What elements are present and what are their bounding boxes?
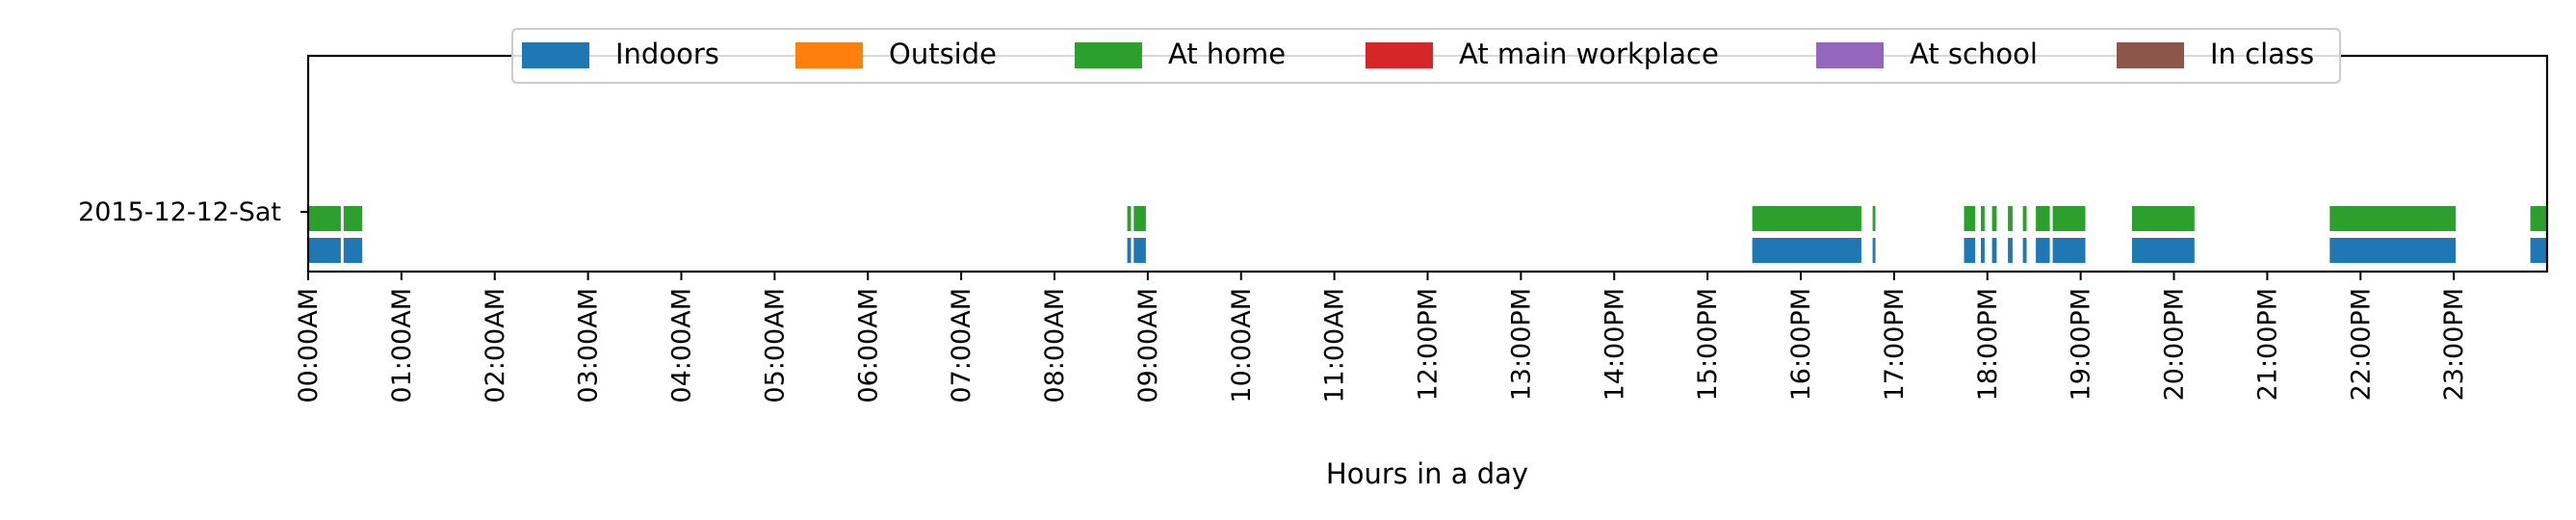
- bar-at-home: [1752, 206, 1861, 231]
- x-tick-label: 06:00AM: [853, 288, 883, 403]
- x-tick-label: 15:00PM: [1693, 288, 1723, 401]
- bar-indoors: [1752, 238, 1861, 263]
- bar-indoors: [2036, 238, 2050, 263]
- plot-frame: [306, 54, 2549, 273]
- bar-indoors: [1991, 238, 1997, 263]
- bar-indoors: [1964, 238, 1976, 263]
- bar-at-home: [343, 206, 363, 231]
- bar-at-home: [2530, 206, 2547, 231]
- y-axis: 2015-12-12-Sat: [78, 197, 308, 227]
- bar-indoors: [2008, 238, 2013, 263]
- x-tick-label: 07:00AM: [947, 288, 976, 403]
- x-tick-label: 08:00AM: [1040, 288, 1070, 403]
- x-tick-label: 03:00AM: [574, 288, 604, 403]
- x-tick-label: 02:00AM: [481, 288, 510, 403]
- x-tick-label: 23:00PM: [2439, 288, 2469, 401]
- bar-at-home: [1964, 206, 1976, 231]
- x-tick-label: 11:00AM: [1320, 288, 1350, 403]
- x-tick-label: 13:00PM: [1506, 288, 1536, 401]
- x-tick-label: 04:00AM: [667, 288, 697, 403]
- bar-at-home: [2008, 206, 2013, 231]
- legend-swatch: [1816, 42, 1884, 68]
- bar-at-home: [308, 206, 341, 231]
- legend-label: At main workplace: [1459, 38, 1719, 70]
- bars-layer: [308, 206, 2547, 263]
- x-tick-label: 12:00PM: [1414, 288, 1444, 401]
- x-tick-label: 00:00AM: [294, 288, 324, 403]
- x-tick-label: 21:00PM: [2252, 288, 2282, 401]
- bar-at-home: [2329, 206, 2457, 231]
- legend-label: Indoors: [615, 38, 719, 70]
- bar-indoors: [1872, 238, 1876, 263]
- bar-at-home: [2022, 206, 2027, 231]
- bar-indoors: [1133, 238, 1146, 263]
- legend-swatch: [2117, 42, 2184, 68]
- bar-at-home: [1872, 206, 1876, 231]
- legend-label: In class: [2210, 38, 2314, 70]
- legend: Indoors Outside At home At main workplace At…: [511, 28, 2341, 84]
- bar-indoors: [2131, 238, 2195, 263]
- bar-indoors: [1127, 238, 1132, 263]
- x-tick-label: 18:00PM: [1973, 288, 2003, 401]
- bar-indoors: [2052, 238, 2086, 263]
- bar-indoors: [2022, 238, 2027, 263]
- legend-swatch: [1075, 42, 1142, 68]
- x-axis: 00:00AM 01:00AM 02:00AM 03:00AM 04:00AM 05:00…: [294, 272, 2469, 403]
- bar-indoors: [2329, 238, 2457, 263]
- legend-label: Outside: [889, 38, 997, 70]
- legend-swatch: [522, 42, 589, 68]
- x-tick-label: 14:00PM: [1600, 288, 1629, 401]
- legend-swatch: [795, 42, 863, 68]
- row-label: 2015-12-12-Sat: [78, 197, 281, 227]
- x-tick-label: 16:00PM: [1786, 288, 1816, 401]
- bar-at-home: [2036, 206, 2050, 231]
- bar-at-home: [2131, 206, 2195, 231]
- x-tick-label: 01:00AM: [387, 288, 417, 403]
- x-tick-label: 17:00PM: [1880, 288, 1910, 401]
- x-tick-label: 19:00PM: [2067, 288, 2096, 401]
- x-axis-label: Hours in a day: [1326, 457, 1528, 490]
- legend-label: At home: [1168, 38, 1286, 70]
- bar-at-home: [2052, 206, 2086, 231]
- bar-indoors: [2530, 238, 2547, 263]
- x-tick-label: 09:00AM: [1133, 288, 1163, 403]
- bar-indoors: [308, 238, 341, 263]
- bar-indoors: [1981, 238, 1985, 263]
- legend-swatch: [1366, 42, 1433, 68]
- x-tick-label: 05:00AM: [760, 288, 790, 403]
- bar-at-home: [1127, 206, 1132, 231]
- bar-indoors: [343, 238, 363, 263]
- x-tick-label: 10:00AM: [1227, 288, 1257, 403]
- x-tick-label: 20:00PM: [2160, 288, 2190, 401]
- bar-at-home: [1981, 206, 1985, 231]
- x-tick-label: 22:00PM: [2346, 288, 2376, 401]
- bar-at-home: [1991, 206, 1997, 231]
- bar-at-home: [1133, 206, 1146, 231]
- legend-label: At school: [1910, 38, 2038, 70]
